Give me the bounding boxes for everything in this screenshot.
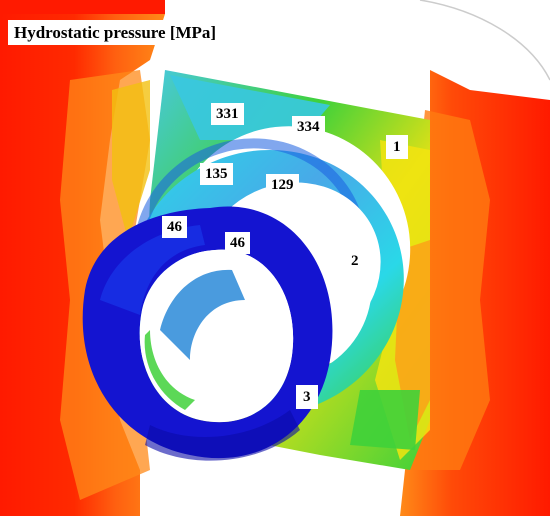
- pressure-label-129: 129: [266, 174, 299, 196]
- pressure-label-334: 334: [292, 116, 325, 138]
- inner-window-ring-edge: [160, 269, 245, 360]
- plate-cyan-zone-top: [170, 75, 330, 140]
- pressure-label-46-left: 46: [162, 216, 187, 238]
- part-label-3: 3: [296, 385, 318, 409]
- inner-ring-bottom-shading: [145, 410, 300, 461]
- pressure-label-46-right: 46: [225, 232, 250, 254]
- pressure-label-331: 331: [211, 103, 244, 125]
- part-label-2: 2: [344, 249, 366, 273]
- plot-title: Hydrostatic pressure [MPa]: [8, 20, 223, 45]
- pressure-label-135: 135: [200, 163, 233, 185]
- top-red-band: [0, 0, 165, 14]
- left-block-yellow-zone: [112, 80, 150, 240]
- inner-window-green-edge: [144, 330, 195, 410]
- top-right-arc: [419, 0, 550, 81]
- plate-green-zone-bottom: [350, 390, 420, 450]
- inner-ring-shading: [100, 225, 205, 315]
- part-label-1: 1: [386, 135, 408, 159]
- inner-ring-window: [139, 249, 294, 423]
